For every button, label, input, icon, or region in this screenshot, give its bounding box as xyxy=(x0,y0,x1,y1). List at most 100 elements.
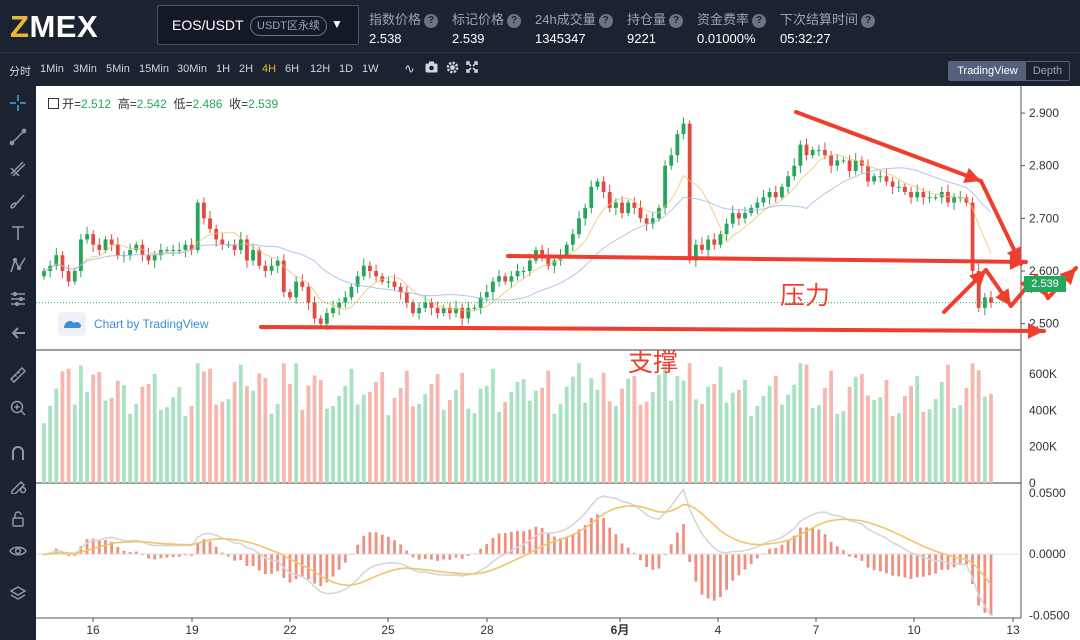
zmex-logo[interactable]: ZMEX xyxy=(10,9,99,44)
candle xyxy=(269,265,274,272)
chart-area[interactable]: 2.900 2.800 2.700 2.600 2.500 600K 400K 200K 0 0.… xyxy=(36,86,1080,640)
volume-bar xyxy=(755,405,760,483)
help-icon[interactable]: ? xyxy=(424,14,439,28)
candle xyxy=(220,239,225,245)
fullscreen-icon[interactable] xyxy=(466,61,478,76)
volume-bar xyxy=(620,388,624,483)
candle xyxy=(201,202,206,219)
tf-line[interactable]: 分时 xyxy=(9,66,31,78)
trendline-icon[interactable] xyxy=(6,128,30,152)
tf-6h[interactable]: 6H xyxy=(285,63,300,75)
tf-5min[interactable]: 5Min xyxy=(106,63,130,75)
candle xyxy=(171,249,176,251)
text-icon[interactable] xyxy=(6,224,30,248)
macd-bar xyxy=(860,554,864,561)
macd-bar xyxy=(798,527,802,555)
tf-1w[interactable]: 1W xyxy=(362,63,379,75)
magnet-icon[interactable] xyxy=(6,444,30,468)
macd-bar xyxy=(171,554,175,558)
chart-toolbar: 分时 1Min 3Min 5Min 15Min 30Min 1H 2H 4H 6… xyxy=(0,52,1080,86)
candle xyxy=(792,165,797,177)
macd-bar xyxy=(596,514,599,555)
candle xyxy=(964,197,969,203)
volume-bar xyxy=(933,399,938,483)
volume-bar xyxy=(398,387,403,483)
layers-icon[interactable] xyxy=(6,584,30,608)
volume-bar xyxy=(540,387,545,483)
tab-tradingview[interactable]: TradingView xyxy=(949,62,1026,80)
ruler-icon[interactable] xyxy=(6,366,30,390)
eye-icon[interactable] xyxy=(6,542,30,566)
volume-bar xyxy=(816,405,821,483)
tf-1h[interactable]: 1H xyxy=(216,63,231,75)
candle xyxy=(294,281,299,298)
candle xyxy=(724,223,729,235)
tf-30min[interactable]: 30Min xyxy=(177,63,207,75)
help-icon[interactable]: ? xyxy=(752,14,767,28)
volume-bar xyxy=(527,400,532,483)
macd-bar xyxy=(559,538,562,555)
tf-3min[interactable]: 3Min xyxy=(73,63,97,75)
help-icon[interactable]: ? xyxy=(861,14,876,28)
candle xyxy=(780,186,784,198)
volume-bar xyxy=(534,390,538,483)
volume-bar xyxy=(773,375,778,483)
macd-bar xyxy=(903,554,907,578)
tf-2h[interactable]: 2H xyxy=(239,63,254,75)
tf-4h[interactable]: 4H xyxy=(262,63,277,75)
help-icon[interactable]: ? xyxy=(598,14,613,28)
tab-depth[interactable]: Depth xyxy=(1032,65,1063,77)
macd-bar xyxy=(620,543,624,555)
macd-bar xyxy=(430,554,433,560)
back-arrow-icon[interactable] xyxy=(6,324,30,348)
lock-drawing-icon[interactable] xyxy=(6,476,30,500)
volume-bar xyxy=(441,409,446,483)
macd-bar xyxy=(626,547,630,555)
candle xyxy=(915,192,920,198)
macd-bar xyxy=(688,554,692,562)
macd-bar xyxy=(337,554,341,570)
volume-bar xyxy=(570,376,575,483)
macd-bar xyxy=(983,554,987,613)
lock-icon[interactable] xyxy=(6,510,30,534)
volume-bar xyxy=(411,406,415,483)
volume-bar xyxy=(66,368,71,483)
indicator-icon[interactable]: ∿ xyxy=(404,61,415,76)
candle xyxy=(208,218,212,229)
crosshair-icon[interactable] xyxy=(6,94,30,118)
tradingview-watermark[interactable]: Chart by TradingView xyxy=(58,312,209,337)
volume-bar xyxy=(552,413,557,483)
macd-bar xyxy=(331,554,335,577)
y-tick-label: 2.900 xyxy=(1029,106,1059,120)
tf-1min[interactable]: 1Min xyxy=(40,63,64,75)
brush-icon[interactable] xyxy=(6,192,30,216)
symbol-selector[interactable]: EOS/USDT USDT区永续 ▼ xyxy=(157,5,359,45)
settings-icon[interactable] xyxy=(446,61,459,77)
candle xyxy=(72,271,77,282)
macd-bar xyxy=(632,552,636,555)
tf-15min[interactable]: 15Min xyxy=(139,63,169,75)
macd-bar xyxy=(577,529,581,555)
candle xyxy=(152,255,157,261)
resistance-level-arrow-head xyxy=(1009,253,1026,270)
tf-1d[interactable]: 1D xyxy=(339,63,354,75)
help-icon[interactable]: ? xyxy=(669,14,684,28)
macd-bar xyxy=(712,554,716,601)
candle xyxy=(312,302,317,319)
candle xyxy=(847,160,852,171)
help-icon[interactable]: ? xyxy=(507,14,522,28)
volume-bar xyxy=(859,373,864,483)
macd-bar xyxy=(534,526,538,555)
macd-bar xyxy=(202,539,206,555)
volume-bar xyxy=(982,396,987,483)
camera-icon[interactable] xyxy=(425,61,438,76)
price-chart[interactable]: 2.9002.8002.7002.6002.500600K400K200K00.… xyxy=(36,86,1080,640)
zoom-icon[interactable] xyxy=(6,399,30,423)
x-tick-label: 6月 xyxy=(611,623,630,637)
pattern-icon[interactable] xyxy=(6,256,30,280)
measure-icon[interactable] xyxy=(6,290,30,314)
candle xyxy=(829,155,834,166)
candle xyxy=(306,286,311,303)
tf-12h[interactable]: 12H xyxy=(310,63,331,75)
pitchfork-icon[interactable] xyxy=(6,160,30,184)
